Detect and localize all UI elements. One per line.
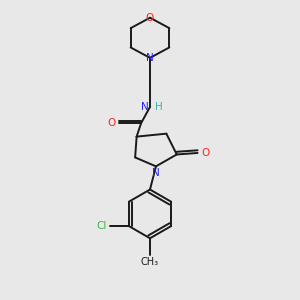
Text: H: H [155,102,163,112]
Text: N: N [141,102,148,112]
Text: N: N [152,168,160,178]
Text: Cl: Cl [97,221,107,231]
Text: O: O [201,148,209,158]
Text: O: O [146,13,154,23]
Text: CH₃: CH₃ [141,257,159,267]
Text: O: O [107,118,115,128]
Text: N: N [146,53,154,63]
